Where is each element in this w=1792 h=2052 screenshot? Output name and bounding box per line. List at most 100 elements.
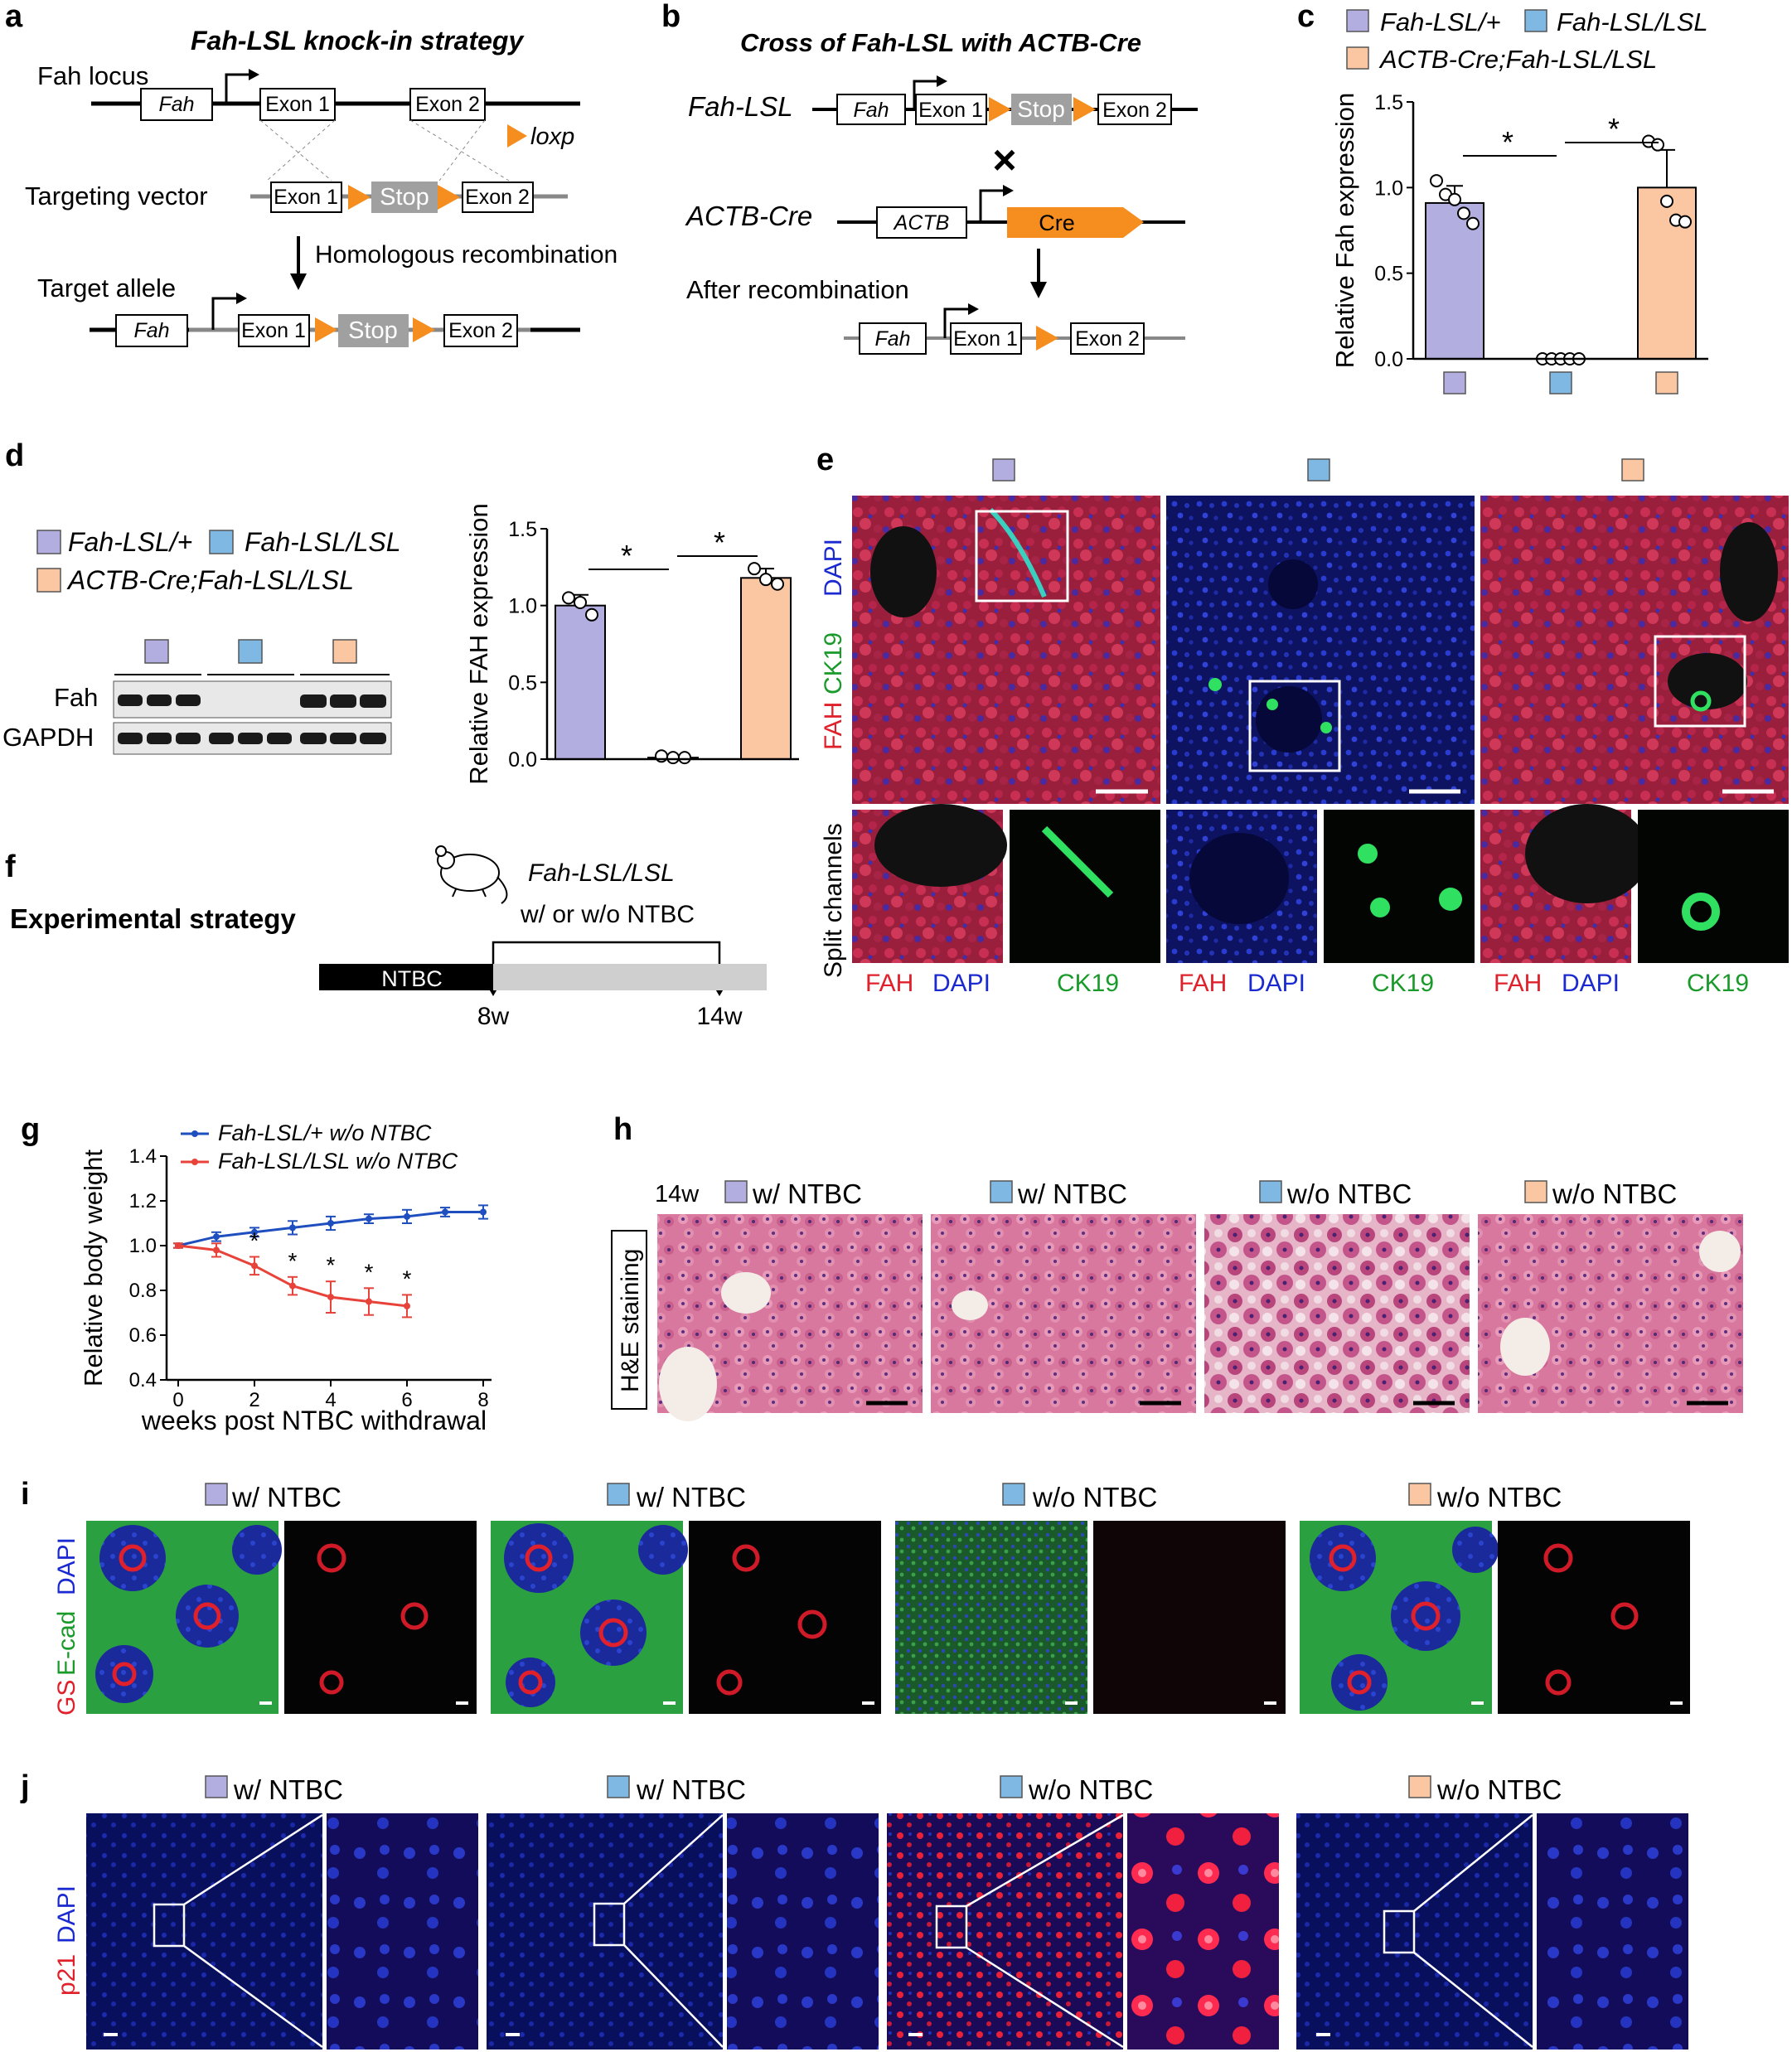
h-swatch-hom xyxy=(1259,1180,1282,1203)
gs-ring xyxy=(119,1544,147,1572)
d-legend-swatch-het xyxy=(36,530,61,554)
zoom-line xyxy=(1413,1952,1533,2048)
j-stain-p21: p21 xyxy=(53,1954,80,1996)
y-axis-label: Relative FAH expression xyxy=(464,503,493,784)
zoom-box xyxy=(935,1904,968,1949)
vessel xyxy=(1189,833,1289,924)
target-fah-label: Fah xyxy=(133,319,169,342)
data-point xyxy=(748,562,761,576)
blot-swatch-cre xyxy=(332,639,357,664)
gs-ring xyxy=(1543,1543,1573,1573)
crossover-line xyxy=(409,119,510,181)
data-point xyxy=(771,577,784,591)
bar xyxy=(740,577,792,760)
vessel xyxy=(1699,1231,1741,1272)
zoom-line xyxy=(623,1814,724,1904)
legend-hom-label: Fah-LSL/LSL xyxy=(1557,7,1708,36)
ck19-cell xyxy=(1267,699,1278,710)
data-point xyxy=(366,1215,372,1222)
data-point xyxy=(585,607,598,622)
split-ck19-label: CK19 xyxy=(1372,970,1434,997)
mouse-icon xyxy=(435,845,508,904)
loxp-legend-icon xyxy=(507,124,527,148)
rec-fah-label: Fah xyxy=(874,327,910,351)
i-gs-hom-wo xyxy=(1093,1521,1286,1714)
rec-exon2-box xyxy=(1070,322,1145,355)
vessel xyxy=(870,526,937,617)
ntbc-timeline-bar xyxy=(319,964,493,990)
vector-exon1-box xyxy=(270,181,342,213)
significance-star: * xyxy=(1608,112,1620,146)
experimental-strategy-title: Experimental strategy xyxy=(10,903,296,934)
timeline-bar xyxy=(493,964,767,990)
ck19-cell xyxy=(1320,722,1332,733)
rec-exon1-box xyxy=(950,322,1022,355)
b-exon1-label: Exon 1 xyxy=(918,99,983,122)
data-point xyxy=(404,1212,410,1220)
category-swatch xyxy=(1549,371,1572,394)
actb-cre-label: ACTB-Cre xyxy=(685,201,812,231)
he-staining-label: H&E staining xyxy=(617,1249,644,1392)
j-zoom-cre xyxy=(1537,1813,1688,2050)
exon2-box xyxy=(409,88,486,121)
e-split-hom-ck19 xyxy=(1324,810,1475,963)
blot-band xyxy=(300,694,327,708)
blot-band xyxy=(330,694,356,708)
data-point xyxy=(366,1298,372,1305)
panel-b-title: Cross of Fah-LSL with ACTB-Cre xyxy=(740,28,1141,57)
promoter-arrowhead xyxy=(1003,185,1014,196)
vessel xyxy=(952,1290,988,1320)
target-exon2-label: Exon 2 xyxy=(448,319,513,342)
y-tick-label: 1.2 xyxy=(129,1190,157,1212)
i-stain-dapi: DAPI xyxy=(53,1537,80,1595)
data-point xyxy=(1430,174,1443,188)
loxp-icon xyxy=(348,185,371,210)
data-point xyxy=(678,751,691,765)
vessel xyxy=(1500,1318,1550,1376)
j-image-hom-w xyxy=(487,1813,723,2050)
blot-band xyxy=(176,694,201,706)
panel-letter-i: i xyxy=(21,1477,30,1512)
panel-letter-a: a xyxy=(5,0,23,34)
vessel xyxy=(1668,653,1747,709)
data-point xyxy=(666,751,680,765)
target-allele-label: Target allele xyxy=(37,273,176,302)
b-exon2-label: Exon 2 xyxy=(1102,99,1167,122)
data-point xyxy=(289,1224,296,1232)
rec-exon1-label: Exon 1 xyxy=(953,327,1018,351)
blot-band xyxy=(118,694,143,706)
y-tick-label: 0.8 xyxy=(129,1280,157,1302)
data-point xyxy=(1448,192,1461,206)
data-point xyxy=(1651,138,1664,152)
loxp-legend-label: loxp xyxy=(530,123,574,150)
i-merge-hom-wo xyxy=(895,1521,1087,1714)
e-swatch-cre xyxy=(1621,458,1644,482)
j-swatch-hom xyxy=(607,1775,630,1798)
zoom-box xyxy=(1383,1909,1416,1954)
recombination-label: Homologous recombination xyxy=(315,241,618,269)
recombination-arrowhead xyxy=(1030,282,1047,298)
timepoint-8w: 8w xyxy=(477,1003,510,1030)
target-stop-label: Stop xyxy=(348,317,398,344)
gs-ring xyxy=(598,1618,628,1648)
recombination-arrowhead xyxy=(290,273,307,290)
blot-swatch-hom xyxy=(238,639,263,664)
data-point xyxy=(442,1208,448,1216)
blot-swatch-het xyxy=(144,639,169,664)
y-tick-label: 1.4 xyxy=(129,1145,157,1168)
significance-star: * xyxy=(365,1259,374,1285)
i-gs-het xyxy=(284,1521,477,1714)
gs-ring xyxy=(518,1670,543,1695)
bar xyxy=(555,604,606,761)
timepoint-14w: 14w xyxy=(696,1003,742,1030)
promoter-arrowhead xyxy=(968,303,979,315)
y-tick-label: 1.5 xyxy=(1374,91,1403,114)
i-cond-label: w/ NTBC xyxy=(231,1482,341,1512)
significance-star: * xyxy=(327,1252,336,1278)
ck19-cell xyxy=(1358,844,1378,864)
loxp-icon xyxy=(413,317,435,342)
split-dapi-label: DAPI xyxy=(1562,970,1620,997)
ck19-cell xyxy=(1690,690,1712,712)
split-ck19-label: CK19 xyxy=(1687,970,1749,997)
pericentral-zone xyxy=(232,1525,282,1575)
